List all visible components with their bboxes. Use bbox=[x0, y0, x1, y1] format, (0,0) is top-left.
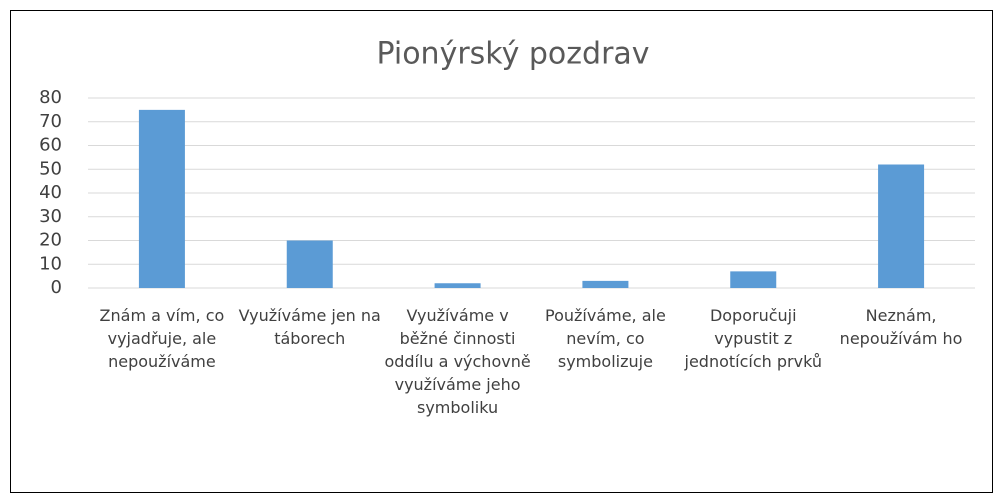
bar bbox=[582, 280, 629, 288]
x-tick-label: Znám a vím, co vyjadřuje, ale nepoužívám… bbox=[99, 306, 225, 371]
chart-title: Pionýrský pozdrav bbox=[376, 37, 649, 72]
x-tick-label: Používáme, ale nevím, co symbolizuje bbox=[545, 306, 666, 371]
y-tick-label: 30 bbox=[39, 206, 62, 227]
y-tick-label: 60 bbox=[39, 135, 62, 156]
y-tick-label: 0 bbox=[51, 277, 62, 298]
x-tick-label: Využíváme jen na táborech bbox=[238, 306, 381, 348]
y-tick-label: 70 bbox=[39, 111, 62, 132]
x-tick-label: Neznám, nepoužívám ho bbox=[839, 306, 963, 348]
x-tick-label: Doporučuji vypustit z jednotících prvků bbox=[684, 306, 822, 371]
bar bbox=[730, 271, 777, 288]
bar bbox=[286, 240, 333, 288]
y-tick-label: 10 bbox=[39, 253, 62, 274]
chart-frame bbox=[10, 10, 993, 493]
bar bbox=[878, 164, 925, 288]
y-tick-label: 80 bbox=[39, 87, 62, 108]
y-tick-label: 20 bbox=[39, 230, 62, 251]
bar bbox=[434, 283, 481, 288]
bar bbox=[138, 109, 185, 288]
y-tick-label: 40 bbox=[39, 182, 62, 203]
y-tick-label: 50 bbox=[39, 158, 62, 179]
x-tick-label: Využíváme v běžné činnosti oddílu a vých… bbox=[384, 306, 531, 417]
